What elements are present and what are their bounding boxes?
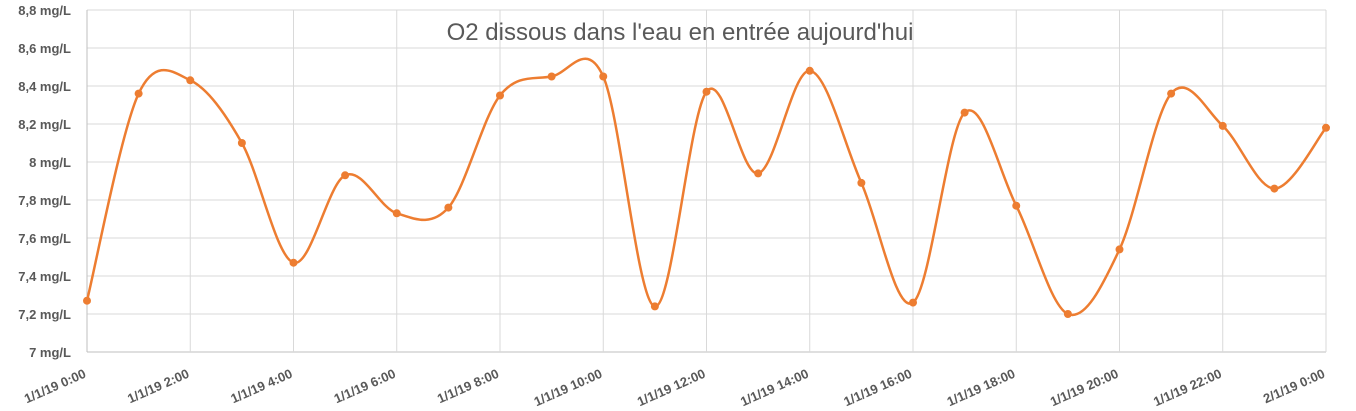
x-tick-label: 1/1/19 4:00: [228, 366, 294, 406]
x-tick-label: 1/1/19 22:00: [1151, 366, 1224, 409]
y-tick-label: 7,8 mg/L: [18, 193, 71, 208]
x-tick-label: 2/1/19 0:00: [1261, 366, 1327, 406]
x-tick-label: 1/1/19 20:00: [1048, 366, 1121, 409]
data-point: [702, 87, 711, 96]
y-tick-label: 8,2 mg/L: [18, 117, 71, 132]
x-tick-label: 1/1/19 6:00: [332, 366, 398, 406]
data-point: [650, 302, 659, 311]
data-point: [1115, 245, 1124, 254]
data-point: [1322, 123, 1330, 132]
x-tick-label: 1/1/19 0:00: [22, 366, 88, 406]
chart-title: O2 dissous dans l'eau en entrée aujourd'…: [447, 19, 914, 46]
data-point: [754, 169, 763, 178]
data-point: [1063, 310, 1072, 318]
y-tick-label: 7,2 mg/L: [18, 307, 71, 322]
x-tick-label: 1/1/19 10:00: [532, 366, 605, 409]
data-point: [341, 171, 350, 180]
data-point: [960, 108, 969, 117]
y-tick-label: 7,4 mg/L: [18, 269, 71, 284]
data-point: [237, 139, 246, 147]
data-point: [547, 72, 556, 81]
data-point: [392, 209, 401, 218]
data-points: [83, 66, 1330, 318]
data-point: [909, 298, 917, 307]
y-tick-label: 8,4 mg/L: [18, 79, 71, 94]
x-tick-label: 1/1/19 14:00: [738, 366, 811, 409]
data-point: [1167, 89, 1176, 98]
data-point: [289, 258, 298, 267]
y-tick-label: 7,6 mg/L: [18, 231, 71, 246]
data-point: [444, 203, 453, 212]
y-tick-label: 7 mg/L: [29, 345, 71, 360]
data-point: [805, 66, 814, 75]
x-tick-label: 1/1/19 16:00: [841, 366, 914, 409]
data-point: [496, 91, 504, 100]
y-tick-label: 8 mg/L: [29, 155, 71, 170]
data-point: [1218, 121, 1227, 130]
data-point: [186, 76, 195, 85]
data-point: [599, 72, 608, 81]
data-point: [134, 89, 143, 98]
y-tick-label: 8,6 mg/L: [18, 41, 71, 56]
data-point: [1270, 184, 1279, 193]
x-tick-label: 1/1/19 8:00: [435, 366, 501, 406]
y-tick-label: 8,8 mg/L: [18, 3, 71, 18]
x-axis-ticks: 1/1/19 0:00 1/1/19 2:00 1/1/19 4:00 1/1/19 …: [22, 366, 1327, 409]
y-axis-ticks: 7 mg/L 7,2 mg/L 7,4 mg/L 7,6 mg/L 7,8 mg/L 8 …: [18, 3, 71, 360]
data-point: [1012, 201, 1021, 210]
data-point: [83, 296, 91, 305]
x-tick-label: 1/1/19 12:00: [635, 366, 708, 409]
data-point: [857, 178, 866, 187]
x-tick-label: 1/1/19 2:00: [125, 366, 191, 406]
x-tick-label: 1/1/19 18:00: [945, 366, 1018, 409]
gridlines: [86, 9, 1327, 353]
